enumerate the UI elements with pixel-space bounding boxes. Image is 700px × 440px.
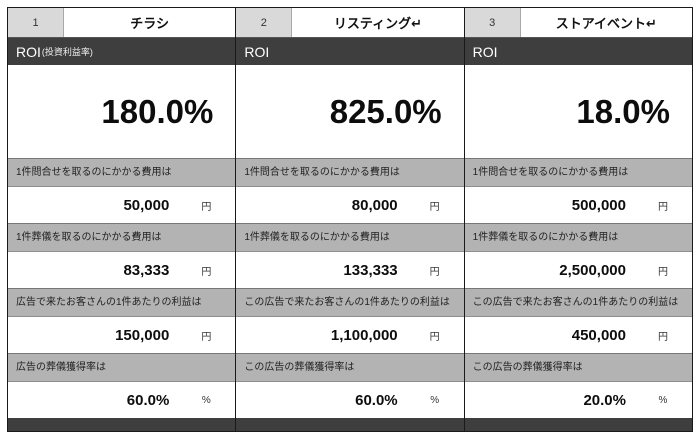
unit-label: 円 [429,201,440,213]
section-label-funeral-cost: 1件葬儀を取るのにかかる費用は [8,223,236,252]
section-value-inquiry-cost: 80,000 円 [236,187,464,223]
section-label-profit-per-customer: この広告で来たお客さんの1件あたりの利益は [236,288,464,317]
section-label-acquisition-rate: 広告の葬儀獲得率は [8,353,236,382]
value: 60.0% [126,391,170,409]
roi-label-bar: ROI [464,38,692,65]
value: 60.0% [355,391,398,409]
column-header: 1 チラシ [8,8,236,38]
roi-label-bar: ROI (投資利益率) [8,38,236,65]
column-footer-bar [464,418,692,431]
column-footer-bar [236,418,464,431]
unit-label: % [658,394,668,406]
column-chirashi: 1 チラシ ROI (投資利益率) 180.0% 1件問合せを取るのにかかる費用は… [8,8,237,431]
section-value-inquiry-cost: 50,000 円 [8,187,236,223]
column-header: 2 リスティング↵ [236,8,464,38]
unit-label: % [201,394,211,406]
roi-label: ROI [16,43,41,60]
section-value-funeral-cost: 2,500,000 円 [464,252,692,288]
column-title: ストアイベント↵ [520,8,692,37]
value: 83,333 [123,261,170,279]
value: 20.0% [583,391,626,409]
value: 2,500,000 [559,261,626,279]
column-number: 3 [464,8,521,37]
column-listing: 2 リスティング↵ ROI 825.0% 1件問合せを取るのにかかる費用は 80… [236,8,465,431]
value: 500,000 [571,196,626,214]
section-value-funeral-cost: 133,333 円 [236,252,464,288]
roi-label-sub: (投資利益率) [41,47,93,57]
section-label-profit-per-customer: 広告で来たお客さんの1件あたりの利益は [8,288,236,317]
column-header: 3 ストアイベント↵ [464,8,692,38]
value: 150,000 [115,326,170,344]
section-value-profit-per-customer: 1,100,000 円 [236,317,464,353]
column-footer-bar [8,418,236,431]
value: 133,333 [343,261,398,279]
section-value-profit-per-customer: 450,000 円 [464,317,692,353]
roi-label: ROI [472,43,498,60]
section-label-inquiry-cost: 1件問合せを取るのにかかる費用は [464,158,692,187]
unit-label: % [430,394,440,406]
section-label-inquiry-cost: 1件問合せを取るのにかかる費用は [236,158,464,187]
value: 450,000 [571,326,626,344]
roi-value: 18.0% [576,92,670,130]
column-number: 1 [8,8,64,37]
column-store-event: 3 ストアイベント↵ ROI 18.0% 1件問合せを取るのにかかる費用は 50… [464,8,692,431]
section-label-inquiry-cost: 1件問合せを取るのにかかる費用は [8,158,236,187]
unit-label: 円 [657,266,668,278]
unit-label: 円 [201,331,212,343]
roi-label: ROI [244,43,270,60]
unit-label: 円 [201,266,212,278]
section-label-funeral-cost: 1件葬儀を取るのにかかる費用は [236,223,464,252]
section-label-profit-per-customer: この広告で来たお客さんの1件あたりの利益は [464,288,692,317]
unit-label: 円 [657,201,668,213]
roi-value: 825.0% [329,92,442,130]
column-number: 2 [236,8,293,37]
section-value-acquisition-rate: 60.0% % [236,382,464,418]
value: 80,000 [351,196,398,214]
unit-label: 円 [201,201,212,213]
section-value-inquiry-cost: 500,000 円 [464,187,692,223]
roi-value: 180.0% [101,92,214,130]
section-value-acquisition-rate: 60.0% % [8,382,236,418]
section-label-acquisition-rate: この広告の葬儀獲得率は [464,353,692,382]
unit-label: 円 [429,331,440,343]
value: 50,000 [123,196,170,214]
section-value-profit-per-customer: 150,000 円 [8,317,236,353]
unit-label: 円 [429,266,440,278]
section-value-acquisition-rate: 20.0% % [464,382,692,418]
roi-label-bar: ROI [236,38,464,65]
roi-comparison-table: 1 チラシ ROI (投資利益率) 180.0% 1件問合せを取るのにかかる費用は… [7,7,693,432]
value: 1,100,000 [330,326,398,344]
unit-label: 円 [657,331,668,343]
column-title: リスティング↵ [292,8,464,37]
column-title: チラシ [64,8,236,37]
section-value-funeral-cost: 83,333 円 [8,252,236,288]
section-label-acquisition-rate: この広告の葬儀獲得率は [236,353,464,382]
section-label-funeral-cost: 1件葬儀を取るのにかかる費用は [464,223,692,252]
